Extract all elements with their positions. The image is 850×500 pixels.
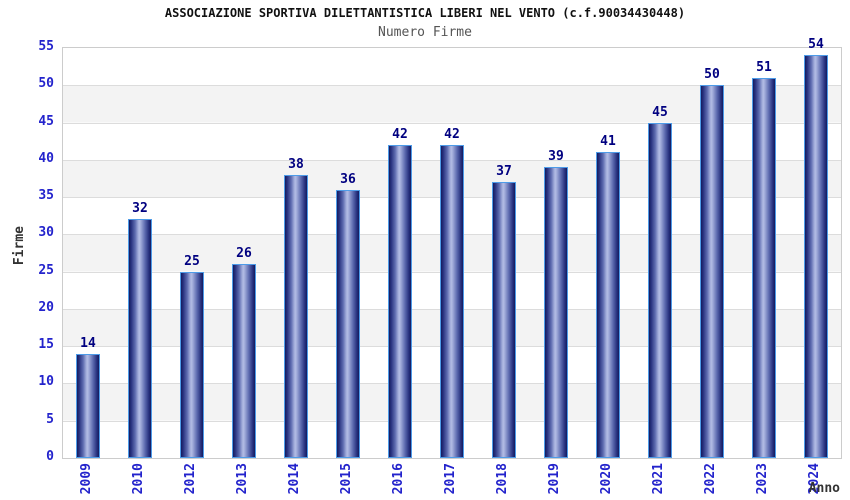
bar-value-label: 36 [340,172,356,187]
bar-value-label: 42 [444,127,460,142]
bar-2016 [388,145,412,458]
y-tick-label: 25 [38,262,54,278]
x-tick-label: 2010 [131,463,146,495]
x-tick-label: 2019 [547,463,562,495]
gridline [63,85,841,87]
x-axis-title: Anno [808,481,840,496]
bar-2023 [752,78,776,458]
bar-value-label: 26 [236,246,252,261]
bar-value-label: 45 [652,105,668,120]
y-tick-label: 40 [38,150,54,166]
x-tick-label: 2016 [391,463,406,495]
y-tick-label: 15 [38,337,54,353]
chart-subtitle: Numero Firme [378,25,472,40]
x-tick-label: 2015 [339,463,354,495]
bar-value-label: 38 [288,157,304,172]
plot-area: 14 32 25 26 38 36 42 42 37 39 41 45 50 51 54 [62,38,842,459]
bar-2014 [284,175,308,458]
y-tick-label: 30 [38,225,54,241]
bar-value-label: 51 [756,60,772,75]
bar-value-label: 37 [496,164,512,179]
bar-value-label: 14 [80,336,96,351]
bar-value-label: 42 [392,127,408,142]
x-tick-label: 2022 [703,463,718,495]
y-tick-label: 35 [38,188,54,204]
x-tick-label: 2018 [495,463,510,495]
bar-value-label: 54 [808,37,824,52]
y-tick-label: 20 [38,299,54,315]
bar-2022 [700,85,724,458]
chart-title: ASSOCIAZIONE SPORTIVA DILETTANTISTICA LI… [164,6,686,20]
bar-2013 [232,264,256,458]
bar-2019 [544,167,568,458]
x-tick-label: 2017 [443,463,458,495]
bar-2015 [336,190,360,458]
x-tick-label: 2012 [183,463,198,495]
bar-2021 [648,123,672,458]
x-tick-label: 2020 [599,463,614,495]
x-tick-label: 2014 [287,463,302,495]
bar-value-label: 50 [704,67,720,82]
bar-value-label: 39 [548,149,564,164]
bar-2010 [128,219,152,458]
y-tick-label: 10 [38,374,54,390]
x-tick-label: 2021 [651,463,666,495]
y-tick-label: 55 [38,39,54,54]
x-tick-label: 2013 [235,463,250,495]
bar-value-label: 41 [600,134,616,149]
bar-2009 [76,354,100,458]
y-axis-title: Firme [12,226,27,266]
y-tick-label: 45 [38,113,54,129]
bar-value-label: 32 [132,201,148,216]
x-tick-label: 2009 [79,463,94,495]
x-tick-label: 2023 [755,463,770,495]
y-tick-label: 50 [38,76,54,92]
bar-2020 [596,152,620,458]
bar-value-label: 25 [184,254,200,269]
y-tick-label: 0 [46,449,54,464]
y-tick-label: 5 [46,411,54,427]
bar-2024 [804,55,828,458]
bar-2012 [180,272,204,458]
gridline [63,122,841,124]
bar-2018 [492,182,516,458]
bar-2017 [440,145,464,458]
